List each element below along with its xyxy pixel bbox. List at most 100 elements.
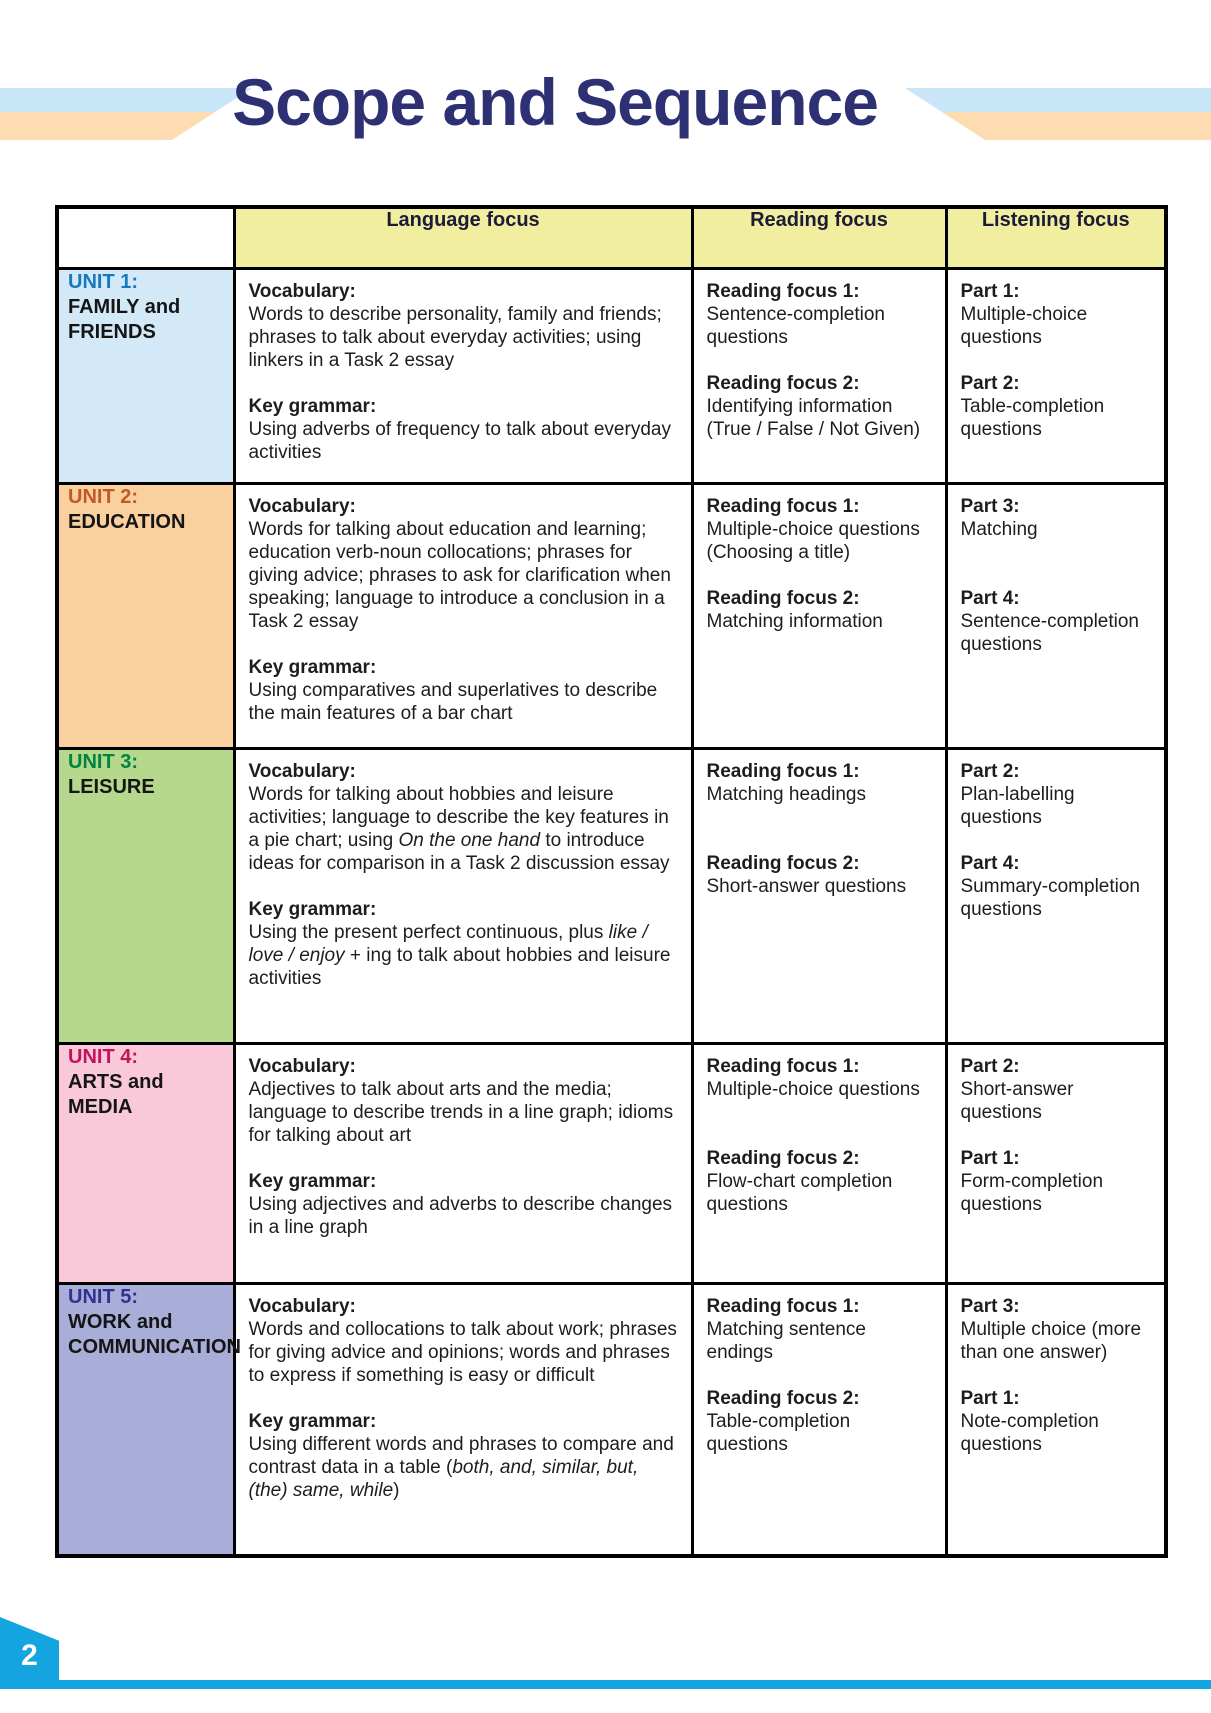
unit-1-label: UNIT 1: xyxy=(68,270,138,293)
unit-1-listening-focus: Part 1: Multiple-choice questions Part 2:… xyxy=(944,266,1168,485)
section-heading: Part 4: xyxy=(960,587,1020,609)
section-heading: Part 3: xyxy=(960,1295,1020,1317)
table-row-unit-3: UNIT 3: LEISURE Vocabulary: Words for tal… xyxy=(55,746,1168,1045)
section-body: Using adjectives and adverbs to describe… xyxy=(248,1193,673,1238)
column-header-reading-focus: Reading focus xyxy=(690,205,948,270)
table-row-unit-4: UNIT 4: ARTS and MEDIA Vocabulary: Adject… xyxy=(55,1041,1168,1285)
section-body: Words for talking about hobbies and leis… xyxy=(248,783,670,874)
column-header-language-focus: Language focus xyxy=(232,205,694,270)
section-body: Form-completion questions xyxy=(960,1170,1104,1215)
unit-3-cell: UNIT 3: LEISURE xyxy=(55,746,236,1045)
section-heading: Part 1: xyxy=(960,280,1020,302)
section-body: Table-completion questions xyxy=(960,395,1105,440)
unit-2-language-focus: Vocabulary: Words for talking about educa… xyxy=(232,481,694,750)
section-body: Matching headings xyxy=(706,783,867,805)
page-title: Scope and Sequence xyxy=(232,65,879,139)
unit-1-cell: UNIT 1: FAMILY and FRIENDS xyxy=(55,266,236,485)
section-body: Summary-completion questions xyxy=(960,875,1141,920)
page-number: 2 xyxy=(21,1639,38,1672)
header-row: Language focus Reading focus Listening f… xyxy=(55,205,1168,270)
unit-4-reading-focus: Reading focus 1: Multiple-choice question… xyxy=(690,1041,948,1285)
unit-5-title: UNIT 5: WORK and COMMUNICATION xyxy=(68,1285,241,1360)
section-heading: Reading focus 2: xyxy=(706,1387,860,1409)
unit-4-label: UNIT 4: xyxy=(68,1045,138,1068)
section-body: Multiple choice (more than one answer) xyxy=(960,1318,1142,1363)
section-body: Flow-chart completion questions xyxy=(706,1170,893,1215)
unit-5-cell: UNIT 5: WORK and COMMUNICATION xyxy=(55,1281,241,1558)
unit-3-reading-focus: Reading focus 1: Matching headings Readin… xyxy=(690,746,948,1045)
section-heading: Vocabulary: xyxy=(248,1055,356,1077)
section-heading: Key grammar: xyxy=(248,1170,377,1192)
section-heading: Reading focus 1: xyxy=(706,1295,860,1317)
unit-5-language-focus: Vocabulary: Words and collocations to tal… xyxy=(232,1281,694,1558)
footer-bar xyxy=(0,1680,1211,1689)
section-body: Sentence-completion questions xyxy=(960,610,1140,655)
unit-1-title: UNIT 1: FAMILY and FRIENDS xyxy=(68,270,227,345)
unit-3-name: LEISURE xyxy=(68,775,155,798)
section-heading: Vocabulary: xyxy=(248,1295,356,1317)
unit-4-language-focus: Vocabulary: Adjectives to talk about arts… xyxy=(232,1041,694,1285)
section-heading: Vocabulary: xyxy=(248,495,356,517)
section-body: Words to describe personality, family an… xyxy=(248,303,662,371)
section-heading: Key grammar: xyxy=(248,656,377,678)
section-heading: Part 3: xyxy=(960,495,1020,517)
section-heading: Reading focus 1: xyxy=(706,280,860,302)
unit-5-name: WORK and COMMUNICATION xyxy=(68,1310,241,1358)
unit-3-listening-focus: Part 2: Plan-labelling questions Part 4: S… xyxy=(944,746,1168,1045)
column-header-listening-focus: Listening focus xyxy=(944,205,1168,270)
section-body: Matching xyxy=(960,518,1038,540)
unit-1-language-focus: Vocabulary: Words to describe personality… xyxy=(232,266,694,485)
section-body: Plan-labelling questions xyxy=(960,783,1075,828)
table-row-unit-1: UNIT 1: FAMILY and FRIENDS Vocabulary: Wo… xyxy=(55,266,1168,485)
section-heading: Reading focus 1: xyxy=(706,1055,860,1077)
section-heading: Part 2: xyxy=(960,760,1020,782)
unit-1-reading-focus: Reading focus 1: Sentence-completion ques… xyxy=(690,266,948,485)
unit-4-title: UNIT 4: ARTS and MEDIA xyxy=(68,1045,227,1120)
scope-sequence-table: Language focus Reading focus Listening f… xyxy=(55,205,1168,1558)
section-heading: Reading focus 1: xyxy=(706,495,860,517)
corner-cell xyxy=(55,205,236,270)
section-body: Multiple-choice questions xyxy=(960,303,1088,348)
section-body: Short-answer questions xyxy=(960,1078,1074,1123)
section-heading: Key grammar: xyxy=(248,898,377,920)
section-heading: Part 4: xyxy=(960,852,1020,874)
unit-1-name: FAMILY and FRIENDS xyxy=(68,295,181,343)
unit-2-title: UNIT 2: EDUCATION xyxy=(68,485,227,535)
section-body: Matching information xyxy=(706,610,883,632)
unit-2-cell: UNIT 2: EDUCATION xyxy=(55,481,236,750)
unit-3-label: UNIT 3: xyxy=(68,750,138,773)
section-heading: Reading focus 2: xyxy=(706,587,860,609)
unit-3-title: UNIT 3: LEISURE xyxy=(68,750,227,800)
section-body: Using different words and phrases to com… xyxy=(248,1433,674,1501)
unit-4-listening-focus: Part 2: Short-answer questions Part 1: For… xyxy=(944,1041,1168,1285)
section-body: Sentence-completion questions xyxy=(706,303,886,348)
unit-2-listening-focus: Part 3: Matching Part 4: Sentence-completi… xyxy=(944,481,1168,750)
section-body: Using adverbs of frequency to talk about… xyxy=(248,418,671,463)
unit-2-label: UNIT 2: xyxy=(68,485,138,508)
section-heading: Reading focus 1: xyxy=(706,760,860,782)
section-body: Table-completion questions xyxy=(706,1410,851,1455)
section-heading: Vocabulary: xyxy=(248,280,356,302)
section-heading: Reading focus 2: xyxy=(706,372,860,394)
section-body: Words for talking about education and le… xyxy=(248,518,671,632)
table-row-unit-5: UNIT 5: WORK and COMMUNICATION Vocabular… xyxy=(55,1281,1168,1558)
unit-5-listening-focus: Part 3: Multiple choice (more than one an… xyxy=(944,1281,1168,1558)
section-heading: Key grammar: xyxy=(248,1410,377,1432)
unit-5-label: UNIT 5: xyxy=(68,1285,138,1308)
section-body: Words and collocations to talk about wor… xyxy=(248,1318,677,1386)
section-body: Note-completion questions xyxy=(960,1410,1099,1455)
section-body: Adjectives to talk about arts and the me… xyxy=(248,1078,674,1146)
unit-4-name: ARTS and MEDIA xyxy=(68,1070,164,1118)
unit-5-reading-focus: Reading focus 1: Matching sentence ending… xyxy=(690,1281,948,1558)
section-heading: Part 2: xyxy=(960,1055,1020,1077)
section-heading: Reading focus 2: xyxy=(706,1147,860,1169)
section-heading: Vocabulary: xyxy=(248,760,356,782)
section-body: Using the present perfect continuous, pl… xyxy=(248,921,671,989)
section-heading: Part 2: xyxy=(960,372,1020,394)
unit-2-reading-focus: Reading focus 1:Multiple-choice question… xyxy=(690,481,948,750)
unit-4-cell: UNIT 4: ARTS and MEDIA xyxy=(55,1041,236,1285)
section-body: Matching sentence endings xyxy=(706,1318,867,1363)
section-heading: Part 1: xyxy=(960,1387,1020,1409)
unit-2-name: EDUCATION xyxy=(68,510,186,533)
